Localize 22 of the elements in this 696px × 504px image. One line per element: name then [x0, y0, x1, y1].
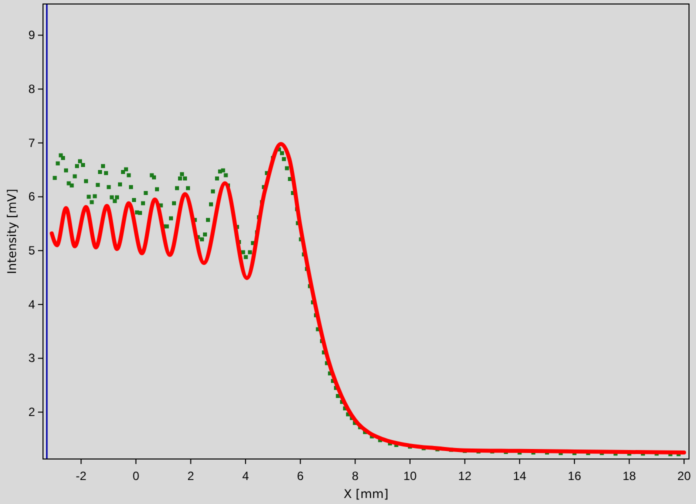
x-tick-label: 18 — [622, 469, 636, 484]
y-tick-label: 6 — [28, 190, 36, 204]
y-tick-label: 4 — [28, 297, 36, 312]
y-tick-label: 2 — [28, 404, 36, 419]
y-tick-label: 5 — [28, 243, 36, 258]
y-tick-label: 3 — [28, 351, 36, 366]
x-axis-title: X [mm] — [344, 487, 388, 501]
y-tick-label: 9 — [28, 28, 36, 42]
x-tick-label: 4 — [242, 469, 250, 484]
y-tick-label: 8 — [28, 82, 36, 96]
x-tick-label: -2 — [76, 469, 87, 484]
x-tick-label: 12 — [458, 469, 472, 484]
x-tick-label: 8 — [352, 469, 359, 484]
x-tick-label: 14 — [512, 469, 527, 484]
y-axis-title: Intensity [mV] — [5, 188, 19, 274]
x-tick-label: 16 — [568, 469, 582, 484]
x-tick-label: 20 — [677, 469, 692, 484]
x-tick-label: 6 — [297, 469, 304, 484]
y-tick-label: 7 — [28, 136, 36, 150]
x-tick-label: 0 — [132, 469, 140, 484]
x-tick-label: 2 — [187, 469, 194, 484]
x-tick-label: 10 — [403, 469, 417, 484]
